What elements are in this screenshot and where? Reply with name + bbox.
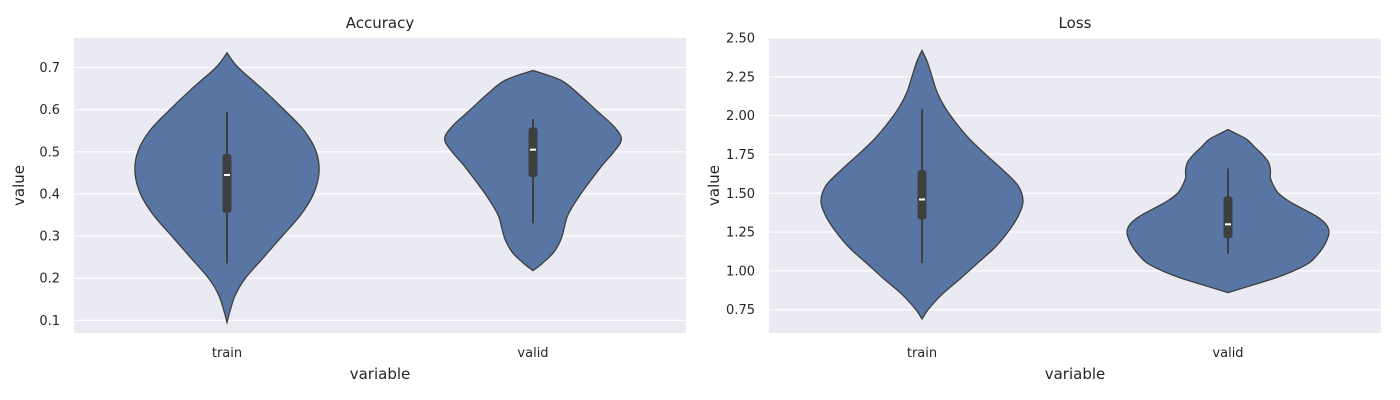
- y-tick-label: 2.25: [726, 70, 755, 85]
- y-tick-label: 0.6: [39, 103, 60, 118]
- y-tick-label: 0.4: [39, 187, 60, 202]
- y-tick-label: 0.3: [39, 230, 60, 245]
- x-tick-label: train: [212, 346, 242, 361]
- x-tick-label: valid: [517, 346, 548, 361]
- chart-title: Loss: [1059, 14, 1092, 32]
- chart-title: Accuracy: [346, 14, 415, 32]
- iqr-box-train: [917, 169, 927, 220]
- y-tick-label: 2.00: [726, 109, 755, 124]
- iqr-box-valid: [528, 127, 538, 178]
- y-tick-label: 2.50: [726, 32, 755, 47]
- x-axis-label: variable: [1045, 365, 1106, 383]
- iqr-box-valid: [1223, 196, 1233, 239]
- y-axis-label: value: [705, 165, 723, 206]
- y-tick-label: 0.5: [39, 145, 60, 160]
- y-tick-label: 1.50: [726, 187, 755, 202]
- y-axis-label: value: [10, 165, 28, 206]
- y-tick-label: 1.00: [726, 264, 755, 279]
- panel-loss: 0.75 1.00 1.25 1.50 1.75 2.00 2.25 2.50 train val…: [705, 14, 1381, 383]
- y-tick-label: 0.2: [39, 272, 60, 287]
- y-tick-label: 1.25: [726, 226, 755, 241]
- y-tick-label: 0.7: [39, 61, 60, 76]
- x-axis-label: variable: [350, 365, 411, 383]
- y-tick-label: 1.75: [726, 148, 755, 163]
- y-tick-label: 0.1: [39, 314, 60, 329]
- panel-accuracy: 0.1 0.2 0.3 0.4 0.5 0.6 0.7 train valid Accuracy v…: [10, 14, 686, 383]
- y-tick-label: 0.75: [726, 303, 755, 318]
- x-tick-label: train: [907, 346, 937, 361]
- x-tick-label: valid: [1212, 346, 1243, 361]
- iqr-box-train: [222, 153, 232, 213]
